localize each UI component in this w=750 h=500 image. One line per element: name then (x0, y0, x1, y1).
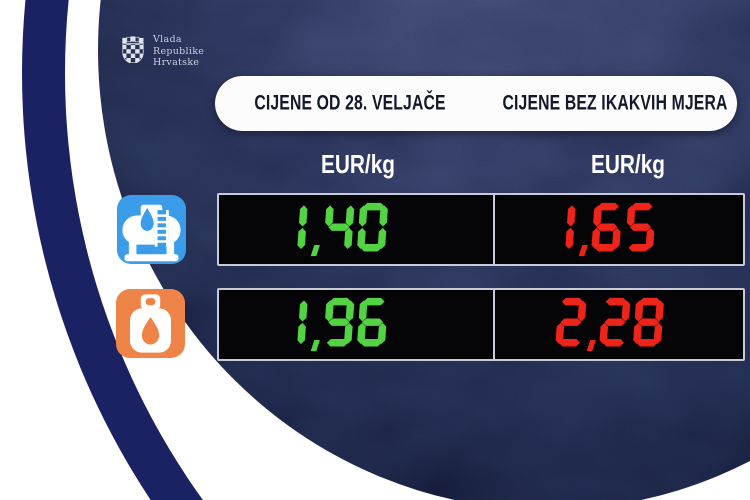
column-header-current-prices: CIJENE OD 28. VELJAČE (254, 90, 446, 114)
logo-line-1: Vlada (153, 34, 182, 45)
column-header-no-measures: CIJENE BEZ IKAKVIH MJERA (502, 90, 728, 114)
price-display-cylinder-current (217, 288, 513, 361)
seven-segment-value (292, 201, 392, 259)
unit-label-col2: EUR/kg (591, 149, 665, 179)
logo-line-3: Hrvatske (153, 57, 200, 69)
unit-label-col1: EUR/kg (321, 149, 395, 179)
header-bar: CIJENE OD 28. VELJAČE CIJENE BEZ IKAKVIH… (215, 76, 737, 131)
price-display-cylinder-no-measures (493, 288, 745, 361)
gas-cylinder-icon (116, 289, 185, 358)
price-display-tank-current (217, 193, 513, 266)
logo-line-2: Republike (153, 45, 205, 57)
seven-segment-value (292, 296, 392, 354)
seven-segment-value (560, 201, 660, 259)
seven-segment-value (553, 296, 668, 354)
government-logo: Vlada Republike Hrvatske (122, 34, 204, 69)
lpg-storage-tank-icon (117, 195, 186, 264)
croatian-coat-of-arms-icon (122, 36, 144, 63)
tank-glyph (122, 204, 181, 262)
logo-text: Vlada Republike Hrvatske (153, 34, 204, 69)
price-display-tank-no-measures (493, 193, 745, 266)
cylinder-glyph (130, 294, 171, 353)
